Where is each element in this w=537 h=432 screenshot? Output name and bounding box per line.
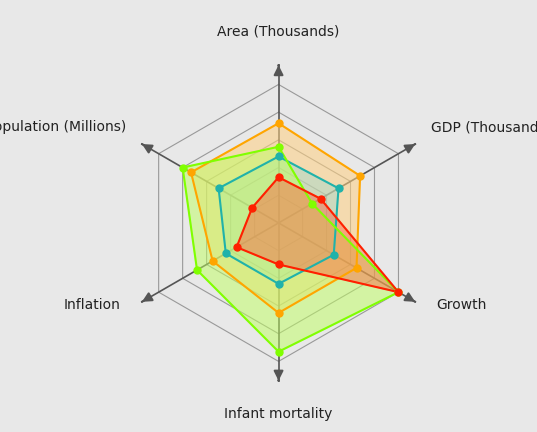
Text: Infant mortality: Infant mortality	[224, 407, 333, 421]
Polygon shape	[191, 123, 360, 313]
Text: Inflation: Inflation	[63, 298, 120, 311]
Text: GDP (Thousands): GDP (Thousands)	[431, 121, 537, 134]
Polygon shape	[219, 156, 338, 284]
Polygon shape	[183, 147, 398, 352]
Text: Area (Thousands): Area (Thousands)	[217, 25, 340, 39]
Text: Growth: Growth	[437, 298, 487, 311]
Polygon shape	[237, 177, 398, 292]
Text: Population (Millions): Population (Millions)	[0, 121, 126, 134]
